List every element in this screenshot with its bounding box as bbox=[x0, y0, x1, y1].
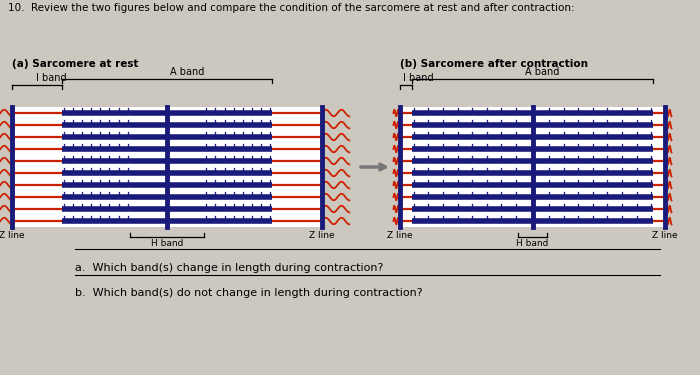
Text: Z line: Z line bbox=[652, 231, 678, 240]
Text: a.  Which band(s) change in length during contraction?: a. Which band(s) change in length during… bbox=[75, 263, 384, 273]
Text: A band: A band bbox=[170, 67, 204, 77]
Text: H band: H band bbox=[517, 239, 549, 248]
Text: b.  Which band(s) do not change in length during contraction?: b. Which band(s) do not change in length… bbox=[75, 288, 423, 298]
Text: A band: A band bbox=[525, 67, 560, 77]
Text: (a) Sarcomere at rest: (a) Sarcomere at rest bbox=[12, 59, 139, 69]
Text: I band: I band bbox=[36, 73, 67, 83]
Text: 10.  Review the two figures below and compare the condition of the sarcomere at : 10. Review the two figures below and com… bbox=[8, 3, 575, 13]
Text: Z line: Z line bbox=[387, 231, 413, 240]
Bar bbox=[12, 107, 322, 227]
Text: I band: I band bbox=[402, 73, 433, 83]
Text: H band: H band bbox=[150, 239, 183, 248]
Text: Z line: Z line bbox=[0, 231, 25, 240]
Text: Z line: Z line bbox=[309, 231, 335, 240]
Text: (b) Sarcomere after contraction: (b) Sarcomere after contraction bbox=[400, 59, 588, 69]
Bar bbox=[400, 107, 665, 227]
